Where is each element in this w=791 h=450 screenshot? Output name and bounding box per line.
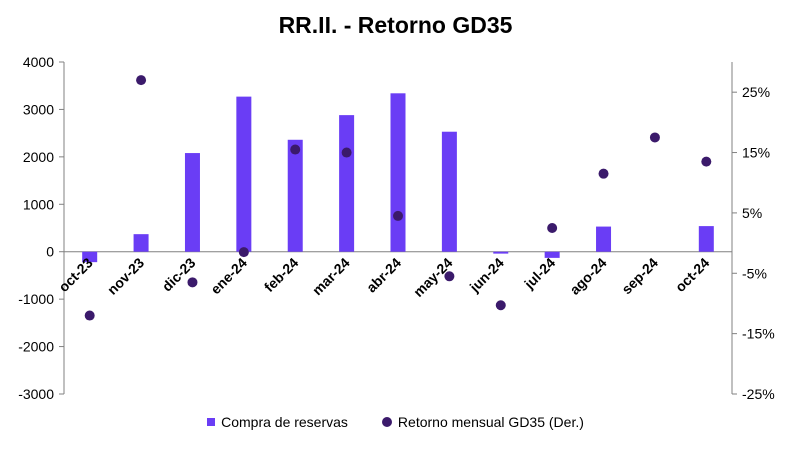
left-axis-tick-label: 0 bbox=[46, 244, 54, 260]
point-retorno-gd35 bbox=[341, 147, 352, 158]
x-axis-category-label: feb-24 bbox=[261, 254, 302, 295]
chart-title: RR.II. - Retorno GD35 bbox=[278, 12, 513, 38]
legend: Compra de reservas Retorno mensual GD35 … bbox=[0, 414, 791, 430]
bar-compra-reservas bbox=[441, 131, 457, 252]
legend-dot-swatch bbox=[381, 417, 392, 427]
x-axis-category-label: dic-23 bbox=[159, 254, 199, 294]
point-retorno-gd35 bbox=[290, 144, 301, 155]
bar-compra-reservas bbox=[339, 115, 355, 252]
right-axis-tick-label: 15% bbox=[742, 145, 770, 161]
x-axis-category-label: oct-23 bbox=[55, 254, 96, 295]
left-axis-tick-label: -2000 bbox=[18, 339, 54, 355]
bar-compra-reservas bbox=[698, 226, 714, 252]
right-axis-tick-label: 5% bbox=[742, 205, 762, 221]
right-axis-tick-label: -5% bbox=[742, 265, 767, 281]
x-axis-category-label: oct-24 bbox=[672, 254, 713, 295]
x-axis-category-label: abr-24 bbox=[363, 254, 404, 295]
bar-compra-reservas bbox=[493, 251, 509, 254]
x-axis-category-label: jun-24 bbox=[466, 254, 507, 295]
bar-compra-reservas bbox=[82, 251, 98, 263]
x-axis-category-label: sep-24 bbox=[618, 254, 661, 297]
bar-compra-reservas bbox=[544, 251, 560, 258]
legend-bar-swatch bbox=[207, 418, 216, 426]
bar-series bbox=[82, 93, 714, 263]
left-axis-tick-label: 2000 bbox=[23, 149, 54, 165]
bar-compra-reservas bbox=[287, 139, 303, 252]
left-axis-tick-label: -3000 bbox=[18, 386, 54, 402]
point-retorno-gd35 bbox=[84, 310, 95, 321]
legend-dot-label: Retorno mensual GD35 (Der.) bbox=[397, 414, 584, 430]
point-retorno-gd35 bbox=[547, 223, 558, 233]
legend-item-bars: Compra de reservas bbox=[207, 414, 348, 430]
right-axis-tick-label: -25% bbox=[742, 386, 775, 402]
point-retorno-gd35 bbox=[598, 168, 609, 179]
left-axis-tick-label: 4000 bbox=[23, 54, 54, 70]
x-axis-category-label: nov-23 bbox=[104, 254, 147, 297]
bar-compra-reservas bbox=[596, 226, 612, 252]
bar-compra-reservas bbox=[133, 234, 149, 252]
legend-item-dots: Retorno mensual GD35 (Der.) bbox=[381, 414, 584, 430]
x-axis-category-label: mar-24 bbox=[309, 254, 353, 298]
x-axis-category-label: jul-24 bbox=[520, 254, 558, 292]
point-retorno-gd35 bbox=[136, 75, 147, 86]
point-retorno-gd35 bbox=[187, 277, 198, 288]
point-retorno-gd35 bbox=[238, 247, 249, 258]
scatter-series bbox=[84, 75, 712, 321]
right-axis-tick-label: 25% bbox=[742, 84, 770, 100]
point-retorno-gd35 bbox=[649, 132, 660, 143]
point-retorno-gd35 bbox=[701, 156, 712, 167]
point-retorno-gd35 bbox=[495, 300, 506, 311]
left-axis-tick-label: -1000 bbox=[18, 291, 54, 307]
x-axis-category-label: ago-24 bbox=[566, 254, 609, 297]
left-axis-tick-label: 1000 bbox=[23, 196, 54, 212]
point-retorno-gd35 bbox=[393, 210, 403, 221]
x-axis-category-label: ene-24 bbox=[207, 254, 250, 297]
left-axis-tick-label: 3000 bbox=[23, 101, 54, 117]
bar-compra-reservas bbox=[236, 96, 252, 252]
bar-compra-reservas bbox=[184, 153, 200, 252]
legend-bar-label: Compra de reservas bbox=[221, 414, 348, 430]
bar-compra-reservas bbox=[390, 93, 406, 252]
point-retorno-gd35 bbox=[444, 271, 455, 282]
right-axis-tick-label: -15% bbox=[742, 326, 775, 342]
